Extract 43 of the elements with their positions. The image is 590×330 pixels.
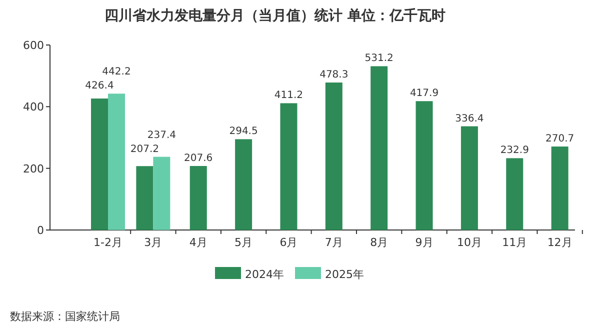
x-tick-label: 1-2月	[94, 236, 122, 249]
x-tick-label: 4月	[189, 236, 208, 249]
x-tick-label: 9月	[415, 236, 434, 249]
data-label: 232.9	[500, 145, 529, 156]
data-label: 426.4	[85, 80, 114, 92]
x-tick-label: 6月	[280, 236, 298, 249]
data-label: 207.6	[184, 152, 213, 164]
chart-title: 四川省水力发电量分月（当月值）统计 单位：亿千瓦时	[104, 7, 446, 24]
bar	[235, 139, 252, 230]
bar	[190, 166, 207, 230]
data-label: 294.5	[229, 126, 258, 138]
data-label: 478.3	[320, 70, 348, 81]
data-label: 237.4	[147, 130, 176, 141]
bar	[460, 126, 478, 230]
data-label: 207.2	[130, 144, 159, 155]
data-label: 270.7	[546, 134, 574, 145]
bar	[370, 66, 388, 230]
x-tick-label: 5月	[234, 236, 253, 249]
x-tick-label: 11月	[502, 236, 528, 249]
legend-label: 2024年	[245, 268, 284, 281]
bar	[280, 103, 298, 230]
bar	[416, 101, 433, 230]
bar	[153, 156, 170, 230]
source-note: 数据来源：国家统计局	[10, 310, 120, 323]
bar	[551, 146, 568, 230]
bar	[506, 158, 524, 230]
y-tick-label: 200	[23, 162, 44, 176]
data-label: 417.9	[410, 88, 439, 100]
y-tick-label: 400	[23, 100, 44, 114]
data-label: 442.2	[102, 66, 131, 78]
x-tick-label: 7月	[324, 236, 343, 249]
data-label: 531.2	[364, 53, 394, 64]
y-tick-label: 0	[37, 224, 44, 237]
bar	[108, 94, 125, 230]
x-tick-label: 8月	[370, 236, 388, 249]
data-label: 336.4	[455, 113, 484, 124]
y-tick-label: 600	[23, 39, 44, 52]
x-tick-label: 3月	[144, 236, 162, 249]
x-tick-label: 10月	[456, 236, 482, 249]
bar	[325, 82, 342, 230]
legend-label: 2025年	[325, 268, 364, 281]
x-tick-label: 12月	[547, 236, 572, 249]
data-label: 411.2	[274, 90, 304, 102]
